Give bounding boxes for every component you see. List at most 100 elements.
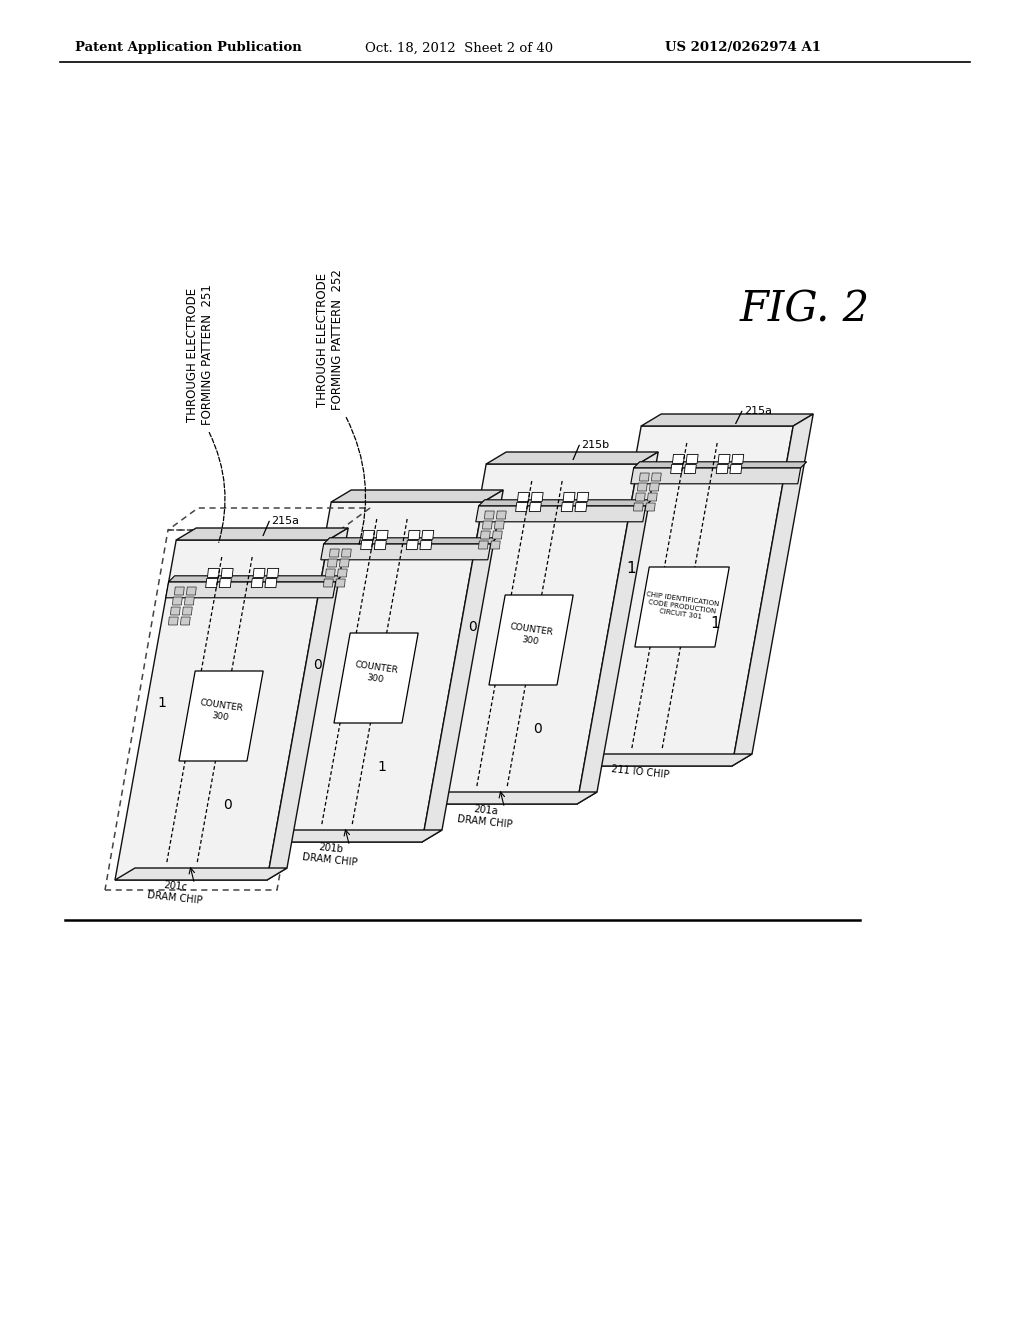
Polygon shape	[730, 465, 742, 474]
Polygon shape	[328, 558, 337, 568]
Polygon shape	[360, 541, 373, 549]
Text: 201b
DRAM CHIP: 201b DRAM CHIP	[301, 841, 358, 867]
Polygon shape	[732, 454, 743, 463]
Text: THROUGH ELECTRODE
FORMING PATTERN  251: THROUGH ELECTRODE FORMING PATTERN 251	[186, 284, 214, 425]
Polygon shape	[330, 549, 339, 557]
Polygon shape	[251, 578, 263, 587]
Polygon shape	[253, 569, 265, 577]
Polygon shape	[172, 597, 182, 605]
Polygon shape	[577, 451, 658, 804]
Polygon shape	[422, 490, 503, 842]
Text: CHIP IDENTIFICATION
CODE PRODUCTION
CIRCUIT 301: CHIP IDENTIFICATION CODE PRODUCTION CIRC…	[644, 591, 720, 623]
Polygon shape	[338, 569, 347, 577]
Polygon shape	[180, 616, 190, 624]
Polygon shape	[517, 492, 529, 502]
Polygon shape	[324, 579, 333, 587]
Polygon shape	[580, 754, 752, 766]
Polygon shape	[425, 465, 638, 804]
Polygon shape	[577, 492, 589, 502]
Polygon shape	[486, 451, 658, 465]
Polygon shape	[326, 569, 335, 577]
Polygon shape	[266, 569, 279, 577]
Text: 211 IO CHIP: 211 IO CHIP	[610, 764, 670, 780]
Polygon shape	[166, 582, 336, 598]
Polygon shape	[476, 506, 646, 521]
Text: 1: 1	[158, 696, 167, 710]
Polygon shape	[265, 578, 276, 587]
Polygon shape	[478, 500, 651, 506]
Polygon shape	[171, 607, 180, 615]
Polygon shape	[341, 549, 351, 557]
Polygon shape	[641, 414, 813, 426]
Polygon shape	[529, 503, 542, 512]
Polygon shape	[634, 503, 643, 511]
Text: THROUGH ELECTRODE
FORMING PATTERN  252: THROUGH ELECTRODE FORMING PATTERN 252	[316, 269, 344, 411]
Polygon shape	[493, 531, 502, 539]
Polygon shape	[186, 587, 197, 595]
Polygon shape	[362, 531, 375, 540]
Polygon shape	[671, 465, 683, 474]
Text: 201a
DRAM CHIP: 201a DRAM CHIP	[457, 803, 514, 830]
Polygon shape	[115, 540, 329, 880]
Polygon shape	[270, 502, 483, 842]
Polygon shape	[478, 541, 488, 549]
Polygon shape	[409, 531, 420, 540]
Text: 215a: 215a	[743, 407, 772, 416]
Polygon shape	[635, 568, 729, 647]
Polygon shape	[531, 492, 543, 502]
Text: 1: 1	[711, 615, 720, 631]
Polygon shape	[636, 492, 645, 502]
Polygon shape	[634, 462, 807, 467]
Polygon shape	[631, 467, 801, 484]
Polygon shape	[580, 426, 794, 766]
Polygon shape	[673, 454, 684, 463]
Polygon shape	[169, 616, 178, 624]
Polygon shape	[174, 587, 184, 595]
Polygon shape	[115, 869, 287, 880]
Polygon shape	[420, 541, 432, 549]
Polygon shape	[340, 558, 349, 568]
Text: COUNTER
300: COUNTER 300	[198, 698, 244, 725]
Polygon shape	[482, 521, 493, 529]
Polygon shape	[331, 490, 503, 502]
Text: 0: 0	[223, 799, 231, 812]
Polygon shape	[425, 792, 597, 804]
Polygon shape	[422, 531, 434, 540]
Polygon shape	[480, 531, 490, 539]
Text: 215a: 215a	[271, 516, 299, 527]
Polygon shape	[484, 511, 495, 519]
Text: COUNTER
300: COUNTER 300	[508, 623, 554, 648]
Text: 0: 0	[312, 659, 322, 672]
Polygon shape	[376, 531, 388, 540]
Polygon shape	[490, 541, 500, 549]
Polygon shape	[686, 454, 698, 463]
Text: 1: 1	[378, 760, 387, 775]
Polygon shape	[563, 492, 575, 502]
Polygon shape	[334, 634, 418, 723]
Polygon shape	[574, 503, 587, 512]
Polygon shape	[647, 492, 657, 502]
Polygon shape	[169, 576, 342, 582]
Polygon shape	[495, 521, 504, 529]
Polygon shape	[645, 503, 655, 511]
Text: Patent Application Publication: Patent Application Publication	[75, 41, 302, 54]
Polygon shape	[375, 541, 386, 549]
Polygon shape	[267, 528, 348, 880]
Text: 0: 0	[532, 722, 542, 737]
Polygon shape	[179, 671, 263, 762]
Text: FIG. 2: FIG. 2	[740, 289, 870, 331]
Polygon shape	[182, 607, 193, 615]
Polygon shape	[407, 541, 418, 549]
Text: 0: 0	[468, 620, 476, 634]
Polygon shape	[497, 511, 506, 519]
Polygon shape	[638, 483, 647, 491]
Polygon shape	[716, 465, 728, 474]
Text: COUNTER
300: COUNTER 300	[353, 660, 399, 686]
Polygon shape	[684, 465, 696, 474]
Text: 215b: 215b	[582, 441, 609, 450]
Polygon shape	[206, 578, 218, 587]
Polygon shape	[732, 414, 813, 766]
Polygon shape	[561, 503, 573, 512]
Polygon shape	[336, 579, 345, 587]
Polygon shape	[221, 569, 233, 577]
